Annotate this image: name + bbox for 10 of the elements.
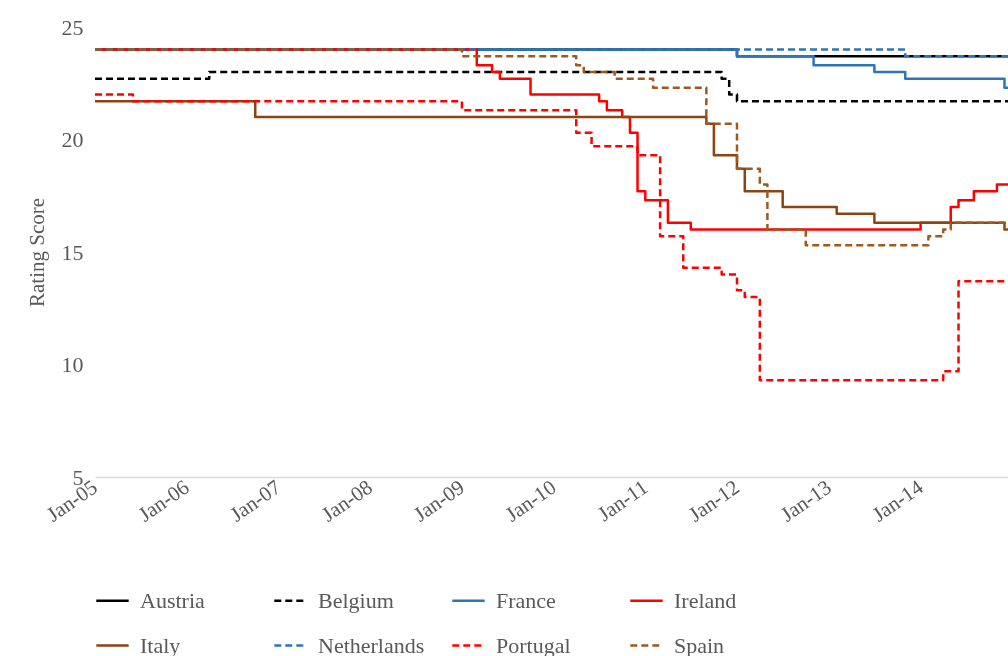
y-axis-title: Rating Score bbox=[24, 197, 49, 308]
y-tick-label: 25 bbox=[61, 14, 84, 40]
y-tick-label: 20 bbox=[61, 127, 84, 152]
legend-label: France bbox=[496, 587, 556, 613]
y-tick-label: 10 bbox=[61, 352, 84, 377]
legend-label: Belgium bbox=[318, 587, 394, 613]
y-tick-label: 15 bbox=[61, 239, 84, 265]
legend-label: Netherlands bbox=[318, 632, 425, 656]
legend-label: Ireland bbox=[674, 587, 737, 613]
legend-label: Austria bbox=[140, 587, 205, 613]
